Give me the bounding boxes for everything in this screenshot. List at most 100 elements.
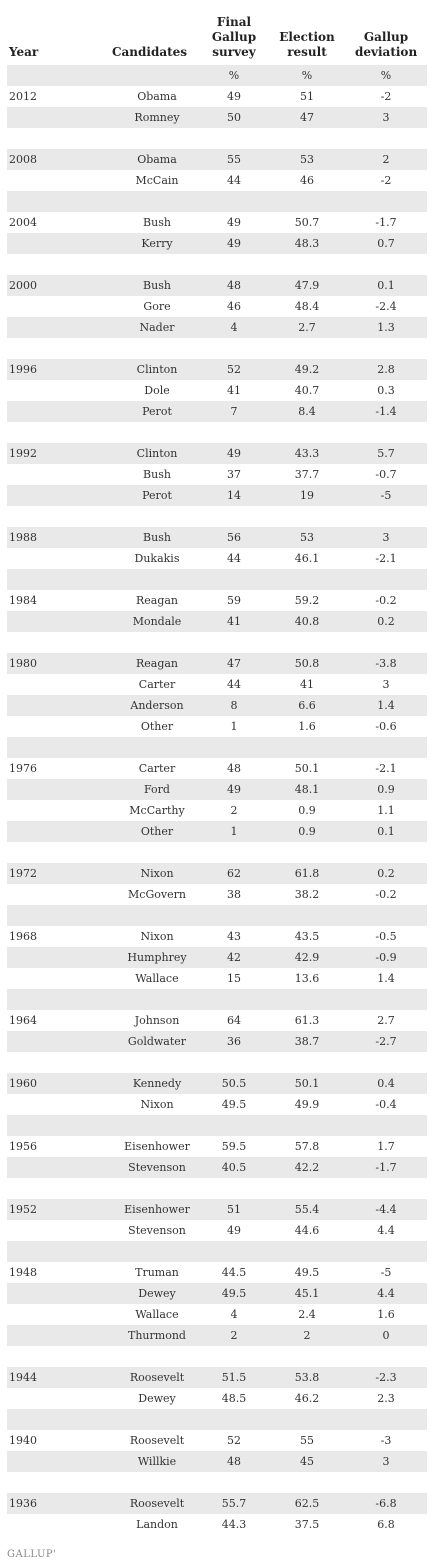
table-row: Romney 50 47 3 bbox=[7, 107, 427, 128]
cell-year: 1984 bbox=[9, 594, 37, 607]
cell-deviation bbox=[355, 737, 417, 758]
cell-result bbox=[277, 254, 337, 275]
header-deviation: Gallup deviation bbox=[355, 30, 418, 59]
table-row: 1944 Roosevelt 51.5 53.8 -2.3 bbox=[7, 1367, 427, 1388]
cell-result: 50.1 bbox=[294, 1077, 320, 1090]
table-row: 1992 Clinton 49 43.3 5.7 bbox=[7, 443, 427, 464]
cell-result bbox=[277, 1409, 337, 1430]
cell-result: 37.5 bbox=[294, 1518, 320, 1531]
cell-result bbox=[277, 989, 337, 1010]
cell-survey bbox=[207, 506, 261, 527]
cell-candidate: Nixon bbox=[140, 867, 174, 880]
cell-result: 38.2 bbox=[294, 888, 320, 901]
cell-survey: 49 bbox=[227, 447, 241, 460]
spacer-row bbox=[7, 1052, 427, 1073]
cell-deviation bbox=[355, 1346, 417, 1367]
cell-result: 6.6 bbox=[298, 699, 316, 712]
cell-deviation bbox=[355, 1178, 417, 1199]
table-row: Other 1 0.9 0.1 bbox=[7, 821, 427, 842]
cell-candidate: Clinton bbox=[136, 363, 178, 376]
table-row: Bush 37 37.7 -0.7 bbox=[7, 464, 427, 485]
cell-deviation: -4.4 bbox=[375, 1203, 397, 1216]
cell-candidate: Dole bbox=[144, 384, 170, 397]
cell-candidate: Nixon bbox=[140, 1098, 174, 1111]
cell-result: 40.8 bbox=[294, 615, 320, 628]
cell-candidate: Reagan bbox=[135, 657, 179, 670]
cell-deviation: -2 bbox=[380, 90, 392, 103]
table-row: 2000 Bush 48 47.9 0.1 bbox=[7, 275, 427, 296]
cell-survey: 46 bbox=[227, 300, 241, 313]
cell-survey: 44 bbox=[227, 174, 241, 187]
cell-year: 1940 bbox=[9, 1434, 37, 1447]
table-row: Humphrey 42 42.9 -0.9 bbox=[7, 947, 427, 968]
cell-survey bbox=[207, 1409, 261, 1430]
cell-result: 42.2 bbox=[294, 1161, 320, 1174]
cell-result: 1.6 bbox=[298, 720, 316, 733]
cell-deviation: -5 bbox=[380, 1266, 392, 1279]
cell-year: 1956 bbox=[9, 1140, 37, 1153]
cell-result: 43.5 bbox=[294, 930, 320, 943]
cell-deviation: -2.1 bbox=[375, 552, 397, 565]
cell-deviation: 1.4 bbox=[377, 972, 395, 985]
table-row: 1988 Bush 56 53 3 bbox=[7, 527, 427, 548]
cell-deviation: -0.6 bbox=[375, 720, 397, 733]
cell-result: 62.5 bbox=[294, 1497, 320, 1510]
spacer-row bbox=[7, 191, 427, 212]
cell-result bbox=[277, 737, 337, 758]
cell-survey bbox=[207, 905, 261, 926]
cell-deviation: 1.7 bbox=[377, 1140, 395, 1153]
cell-candidate: Eisenhower bbox=[124, 1140, 190, 1153]
cell-survey: 50.5 bbox=[221, 1077, 247, 1090]
cell-candidate: Romney bbox=[134, 111, 180, 124]
cell-candidate bbox=[107, 422, 207, 443]
cell-deviation: 0.3 bbox=[377, 384, 395, 397]
cell-result: 46.1 bbox=[294, 552, 320, 565]
unit-deviation: % bbox=[380, 69, 392, 82]
cell-candidate: Johnson bbox=[134, 1014, 180, 1027]
cell-result: 49.9 bbox=[294, 1098, 320, 1111]
cell-survey: 1 bbox=[230, 825, 238, 838]
cell-deviation bbox=[355, 254, 417, 275]
cell-survey: 55.7 bbox=[221, 1497, 247, 1510]
cell-result: 59.2 bbox=[294, 594, 320, 607]
cell-deviation bbox=[355, 1115, 417, 1136]
cell-survey: 49.5 bbox=[221, 1098, 247, 1111]
cell-candidate: Thurmond bbox=[128, 1329, 186, 1342]
cell-survey bbox=[207, 1052, 261, 1073]
table-row: Anderson 8 6.6 1.4 bbox=[7, 695, 427, 716]
table-row: 1940 Roosevelt 52 55 -3 bbox=[7, 1430, 427, 1451]
cell-survey: 44 bbox=[227, 552, 241, 565]
cell-survey: 55 bbox=[227, 153, 241, 166]
cell-candidate: Dewey bbox=[138, 1392, 176, 1405]
cell-deviation: -0.9 bbox=[375, 951, 397, 964]
cell-survey: 62 bbox=[227, 867, 241, 880]
table-row: Nixon 49.5 49.9 -0.4 bbox=[7, 1094, 427, 1115]
cell-year: 1960 bbox=[9, 1077, 37, 1090]
cell-result: 61.3 bbox=[294, 1014, 320, 1027]
cell-deviation: -6.8 bbox=[375, 1497, 397, 1510]
cell-deviation: 2.7 bbox=[377, 1014, 395, 1027]
cell-result: 47.9 bbox=[294, 279, 320, 292]
gallup-logo: GALLUP' bbox=[7, 1549, 57, 1560]
cell-result: 0.9 bbox=[298, 825, 316, 838]
cell-result bbox=[277, 842, 337, 863]
header-year: Year bbox=[9, 45, 39, 59]
cell-deviation bbox=[355, 632, 417, 653]
table-row: 1936 Roosevelt 55.7 62.5 -6.8 bbox=[7, 1493, 427, 1514]
units-row: % % % bbox=[7, 65, 427, 86]
cell-result bbox=[277, 1472, 337, 1493]
cell-survey: 8 bbox=[230, 699, 238, 712]
spacer-row bbox=[7, 1346, 427, 1367]
cell-survey bbox=[207, 632, 261, 653]
table-row: 1980 Reagan 47 50.8 -3.8 bbox=[7, 653, 427, 674]
cell-deviation bbox=[355, 506, 417, 527]
cell-survey: 1 bbox=[230, 720, 238, 733]
cell-year: 1988 bbox=[9, 531, 37, 544]
cell-year: 2000 bbox=[9, 279, 37, 292]
spacer-row bbox=[7, 569, 427, 590]
cell-result: 41 bbox=[300, 678, 314, 691]
spacer-row bbox=[7, 1178, 427, 1199]
cell-survey: 44 bbox=[227, 678, 241, 691]
cell-result bbox=[277, 191, 337, 212]
cell-deviation: -0.2 bbox=[375, 594, 397, 607]
